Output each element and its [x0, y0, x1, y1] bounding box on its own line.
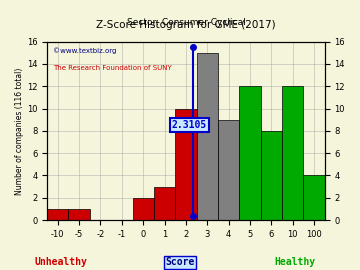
Text: The Research Foundation of SUNY: The Research Foundation of SUNY: [53, 65, 171, 71]
Text: Sector: Consumer Cyclical: Sector: Consumer Cyclical: [126, 18, 245, 26]
Bar: [239, 86, 261, 220]
Bar: [68, 209, 90, 220]
Text: Score: Score: [165, 257, 195, 267]
Title: Z-Score Histogram for GME (2017): Z-Score Histogram for GME (2017): [96, 20, 276, 30]
Text: 2.3105: 2.3105: [172, 120, 207, 130]
Bar: [261, 131, 282, 220]
Text: Unhealthy: Unhealthy: [35, 257, 87, 267]
Bar: [175, 109, 197, 220]
Bar: [132, 198, 154, 220]
Text: Healthy: Healthy: [275, 257, 316, 267]
Bar: [218, 120, 239, 220]
Bar: [197, 53, 218, 220]
Bar: [303, 176, 325, 220]
Bar: [282, 86, 303, 220]
Bar: [154, 187, 175, 220]
Text: ©www.textbiz.org: ©www.textbiz.org: [53, 47, 116, 54]
Y-axis label: Number of companies (116 total): Number of companies (116 total): [15, 67, 24, 195]
Bar: [47, 209, 68, 220]
